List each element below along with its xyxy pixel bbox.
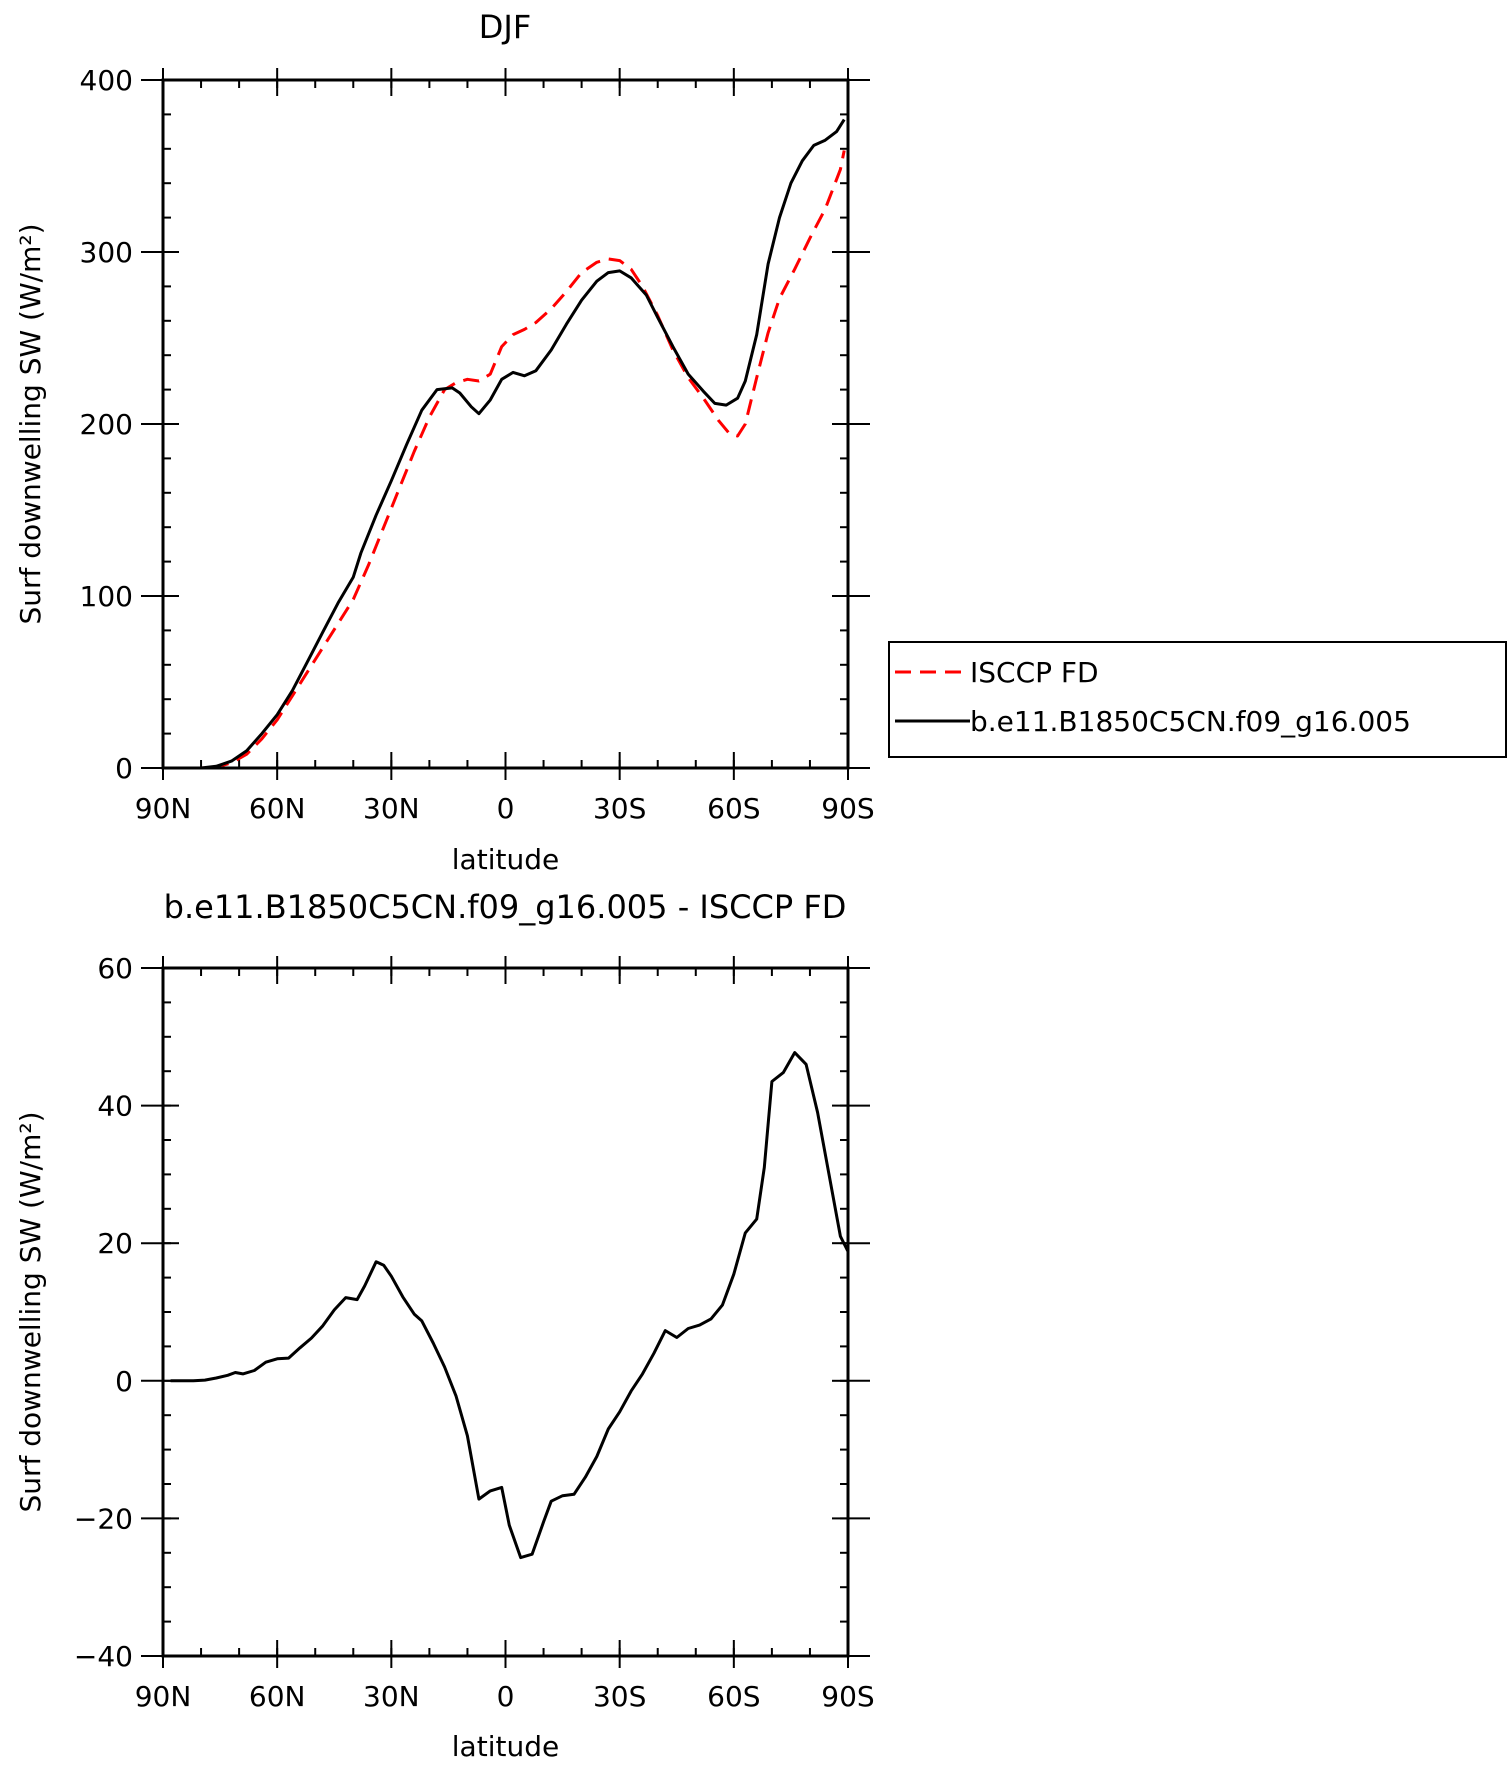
legend-box bbox=[888, 641, 1507, 758]
y-tick-label: 0 bbox=[115, 1365, 133, 1398]
x-tick-label: 60N bbox=[249, 1680, 306, 1713]
x-tick-label: 30S bbox=[593, 1680, 646, 1713]
x-tick-label: 90N bbox=[135, 792, 192, 825]
y-tick-label: 20 bbox=[97, 1227, 133, 1260]
legend-label-1: b.e11.B1850C5CN.f09_g16.005 bbox=[970, 705, 1411, 738]
y-tick-label: −40 bbox=[74, 1640, 133, 1673]
x-tick-label: 30N bbox=[363, 1680, 420, 1713]
chart-title: DJF bbox=[479, 8, 531, 46]
y-tick-label: 100 bbox=[80, 580, 133, 613]
bottom-panel: b.e11.B1850C5CN.f09_g16.005 - ISCCP FD 90… bbox=[14, 888, 875, 1763]
series-line-0 bbox=[163, 150, 846, 770]
plot-frame bbox=[161, 966, 850, 1658]
x-axis-title: latitude bbox=[452, 1730, 559, 1763]
y-tick-label: 0 bbox=[115, 752, 133, 785]
x-tick-label: 60N bbox=[249, 792, 306, 825]
y-tick-label: 200 bbox=[80, 408, 133, 441]
chart-title: b.e11.B1850C5CN.f09_g16.005 - ISCCP FD bbox=[164, 888, 847, 926]
x-tick-label: 90S bbox=[821, 1680, 874, 1713]
x-axis-title: latitude bbox=[452, 843, 559, 876]
y-tick-label: −20 bbox=[74, 1502, 133, 1535]
x-tick-label: 60S bbox=[707, 792, 760, 825]
y-axis-title: Surf downwelling SW (W/m²) bbox=[14, 1111, 47, 1512]
x-tick-label: 60S bbox=[707, 1680, 760, 1713]
series-line-0 bbox=[170, 1051, 850, 1560]
x-tick-label: 30S bbox=[593, 792, 646, 825]
y-tick-label: 40 bbox=[97, 1090, 133, 1123]
y-tick-label: 400 bbox=[80, 64, 133, 97]
series-line-1 bbox=[163, 118, 846, 770]
x-tick-label: 0 bbox=[497, 792, 515, 825]
x-tick-label: 90N bbox=[135, 1680, 192, 1713]
x-tick-label: 30N bbox=[363, 792, 420, 825]
legend-label-0: ISCCP FD bbox=[970, 656, 1099, 689]
y-tick-label: 60 bbox=[97, 952, 133, 985]
x-tick-label: 0 bbox=[497, 1680, 515, 1713]
y-axis-title: Surf downwelling SW (W/m²) bbox=[14, 223, 47, 624]
y-tick-label: 300 bbox=[80, 236, 133, 269]
top-panel: DJF 90N 60N 30N 0 30S 60S 90S 0 100 200 300 400 latit… bbox=[14, 8, 1507, 876]
plot-frame bbox=[161, 78, 850, 770]
legend: ISCCP FD b.e11.B1850C5CN.f09_g16.005 bbox=[888, 641, 1507, 758]
x-tick-label: 90S bbox=[821, 792, 874, 825]
